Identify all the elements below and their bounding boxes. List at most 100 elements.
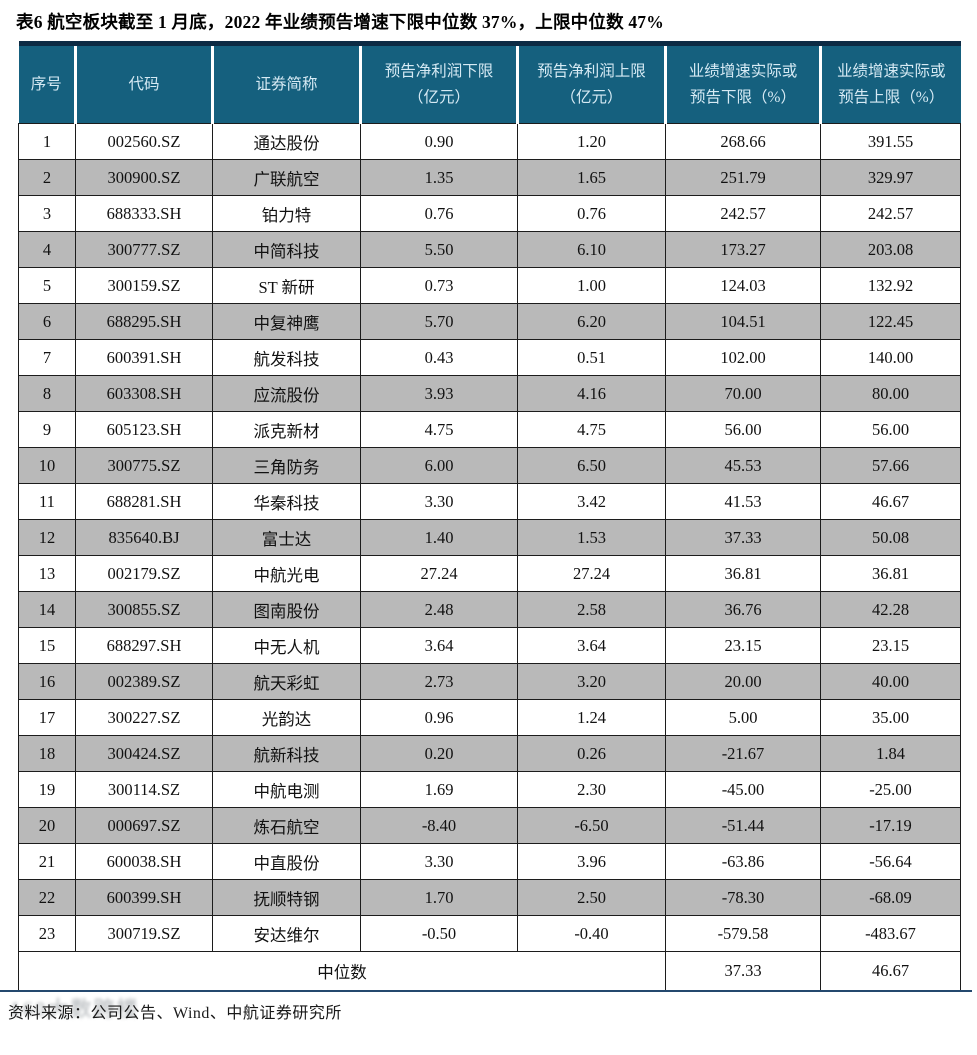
table-cell: -17.19: [820, 807, 961, 844]
table-cell: 688333.SH: [75, 195, 213, 232]
table-cell: -483.67: [820, 915, 961, 952]
table-cell: -51.44: [665, 807, 821, 844]
table-cell: 300114.SZ: [75, 771, 213, 808]
table-cell: 80.00: [820, 375, 961, 412]
median-upper-cell: 46.67: [820, 951, 961, 990]
table-cell: 6.00: [360, 447, 518, 484]
table-cell: 36.76: [665, 591, 821, 628]
table-cell: -63.86: [665, 843, 821, 880]
table-row: 3 688333.SH 铂力特 0.76 0.76 242.57 242.57: [18, 195, 961, 232]
table-row: 22 600399.SH 抚顺特钢 1.70 2.50 -78.30 -68.09: [18, 879, 961, 916]
table-cell: 300855.SZ: [75, 591, 213, 628]
table-cell: 航天彩虹: [212, 663, 361, 700]
table-cell: -579.58: [665, 915, 821, 952]
table-cell: 2.30: [517, 771, 666, 808]
table-cell: 41.53: [665, 483, 821, 520]
table-cell: 0.20: [360, 735, 518, 772]
table-cell: 0.43: [360, 339, 518, 376]
table-cell: 5.50: [360, 231, 518, 268]
table-cell: 5.70: [360, 303, 518, 340]
table-cell: 300775.SZ: [75, 447, 213, 484]
table-cell: 242.57: [665, 195, 821, 232]
table-cell: 3.30: [360, 843, 518, 880]
table-cell: 268.66: [665, 123, 821, 160]
table-cell: 2.50: [517, 879, 666, 916]
table-cell: 2.73: [360, 663, 518, 700]
footer: 160大数跨楼 资料来源：公司公告、Wind、中航证券研究所: [8, 997, 977, 1027]
table-cell: 37.33: [665, 519, 821, 556]
table-cell: 15: [18, 627, 76, 664]
column-header-growth-lower: 业绩增速实际或 预告下限（%）: [665, 41, 822, 124]
watermark: 160大数跨楼: [10, 996, 140, 1021]
table-row: 13 002179.SZ 中航光电 27.24 27.24 36.81 36.81: [18, 555, 961, 592]
table-cell: 3.96: [517, 843, 666, 880]
table-cell: 173.27: [665, 231, 821, 268]
table-cell: -0.50: [360, 915, 518, 952]
table-cell: -45.00: [665, 771, 821, 808]
table-cell: 6: [18, 303, 76, 340]
table-cell: 242.57: [820, 195, 961, 232]
table-row: 6 688295.SH 中复神鹰 5.70 6.20 104.51 122.45: [18, 303, 961, 340]
table-cell: 华秦科技: [212, 483, 361, 520]
table-cell: 0.76: [517, 195, 666, 232]
table-cell: 5: [18, 267, 76, 304]
table-cell: 0.26: [517, 735, 666, 772]
column-header-name: 证券简称: [212, 41, 362, 124]
table-cell: 图南股份: [212, 591, 361, 628]
table-cell: 0.76: [360, 195, 518, 232]
table-cell: 3.64: [360, 627, 518, 664]
table-cell: 600038.SH: [75, 843, 213, 880]
table-cell: 3.93: [360, 375, 518, 412]
table-cell: 203.08: [820, 231, 961, 268]
table-row: 16 002389.SZ 航天彩虹 2.73 3.20 20.00 40.00: [18, 663, 961, 700]
table-cell: 603308.SH: [75, 375, 213, 412]
table-cell: 124.03: [665, 267, 821, 304]
table-cell: 21: [18, 843, 76, 880]
median-label-cell: 中位数: [18, 951, 666, 990]
table-cell: 20.00: [665, 663, 821, 700]
table-row: 10 300775.SZ 三角防务 6.00 6.50 45.53 57.66: [18, 447, 961, 484]
table-cell: 56.00: [820, 411, 961, 448]
table-cell: 35.00: [820, 699, 961, 736]
table-row: 7 600391.SH 航发科技 0.43 0.51 102.00 140.00: [18, 339, 961, 376]
table-cell: 23.15: [665, 627, 821, 664]
table-row: 1 002560.SZ 通达股份 0.90 1.20 268.66 391.55: [18, 123, 961, 160]
table-row: 21 600038.SH 中直股份 3.30 3.96 -63.86 -56.64: [18, 843, 961, 880]
table-cell: 应流股份: [212, 375, 361, 412]
table-cell: 391.55: [820, 123, 961, 160]
table-row: 20 000697.SZ 炼石航空 -8.40 -6.50 -51.44 -17.19: [18, 807, 961, 844]
table-cell: 688297.SH: [75, 627, 213, 664]
table-cell: 835640.BJ: [75, 519, 213, 556]
table-cell: 22: [18, 879, 76, 916]
table-row: 5 300159.SZ ST 新研 0.73 1.00 124.03 132.92: [18, 267, 961, 304]
table-row: 19 300114.SZ 中航电测 1.69 2.30 -45.00 -25.00: [18, 771, 961, 808]
table-row: 23 300719.SZ 安达维尔 -0.50 -0.40 -579.58 -483.67: [18, 915, 961, 952]
table-cell: 中航光电: [212, 555, 361, 592]
median-lower-cell: 37.33: [665, 951, 821, 990]
table-cell: 300227.SZ: [75, 699, 213, 736]
table-cell: 50.08: [820, 519, 961, 556]
table-cell: 1.65: [517, 159, 666, 196]
table-cell: 3.64: [517, 627, 666, 664]
table-cell: 8: [18, 375, 76, 412]
table-body: 1 002560.SZ 通达股份 0.90 1.20 268.66 391.55 2 30090…: [18, 123, 961, 952]
table-cell: 2: [18, 159, 76, 196]
table-row: 8 603308.SH 应流股份 3.93 4.16 70.00 80.00: [18, 375, 961, 412]
table-cell: 抚顺特钢: [212, 879, 361, 916]
table-cell: 1.70: [360, 879, 518, 916]
table-cell: 6.20: [517, 303, 666, 340]
table-cell: 1.84: [820, 735, 961, 772]
table-cell: 铂力特: [212, 195, 361, 232]
table-cell: 通达股份: [212, 123, 361, 160]
table-cell: 航新科技: [212, 735, 361, 772]
table-cell: 300424.SZ: [75, 735, 213, 772]
table-cell: 1.00: [517, 267, 666, 304]
table-cell: 航发科技: [212, 339, 361, 376]
table-cell: 002560.SZ: [75, 123, 213, 160]
table-cell: -6.50: [517, 807, 666, 844]
table-row: 12 835640.BJ 富士达 1.40 1.53 37.33 50.08: [18, 519, 961, 556]
table-cell: -8.40: [360, 807, 518, 844]
table-footer: 中位数 37.33 46.67: [18, 951, 961, 990]
forecast-table: 序号 代码 证券简称 预告净利润下限 （亿元） 预告净利润上限 （亿元） 业绩增…: [18, 41, 961, 990]
median-row: 中位数 37.33 46.67: [18, 951, 961, 990]
